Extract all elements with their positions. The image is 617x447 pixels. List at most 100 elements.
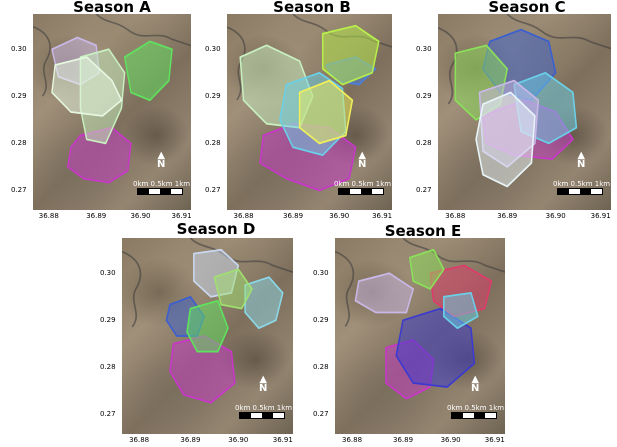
north-label: N <box>259 383 268 394</box>
y-tick-label: 0.28 <box>100 363 116 372</box>
x-tick-label: 36.88 <box>233 212 254 220</box>
x-tick-label: 36.90 <box>440 436 461 444</box>
x-tick-label: 36.91 <box>590 212 611 220</box>
north-label: N <box>471 383 480 394</box>
y-tick-label: 0.30 <box>11 45 27 54</box>
home-range-polygon <box>321 24 380 86</box>
panel-title: Season E <box>384 222 462 240</box>
y-tick-label: 0.27 <box>11 186 27 195</box>
north-arrow-icon: ▲ <box>471 374 480 385</box>
home-range-polygon <box>51 56 123 117</box>
north-arrow-icon: ▲ <box>577 150 586 161</box>
panel-title: Season A <box>73 0 151 16</box>
x-tick-label: 36.90 <box>545 212 566 220</box>
home-range-polygon <box>123 40 173 102</box>
north-arrow-icon: ▲ <box>358 150 367 161</box>
river-path <box>33 14 191 97</box>
scale-bar-label: 0km 0.5km 1km <box>334 180 392 188</box>
x-tick-label: 36.91 <box>372 212 393 220</box>
x-tick-label: 36.88 <box>38 212 59 220</box>
north-label: N <box>358 159 367 170</box>
scale-bar-graphic <box>137 188 183 195</box>
y-tick-label: 0.30 <box>416 45 432 54</box>
north-arrow: ▲ N <box>577 150 586 170</box>
home-range-polygon <box>409 248 445 290</box>
y-tick-label: 0.30 <box>100 269 116 278</box>
north-arrow: ▲ N <box>358 150 367 170</box>
x-tick-label: 36.88 <box>342 436 363 444</box>
y-tick-label: 0.28 <box>11 139 27 148</box>
scale-bar: 0km 0.5km 1km <box>133 180 190 195</box>
north-arrow: ▲ N <box>259 374 268 394</box>
panel-title: Season B <box>273 0 351 16</box>
x-tick-label: 36.91 <box>171 212 192 220</box>
scale-bar: 0km 0.5km 1km <box>334 180 391 195</box>
y-tick-label: 0.28 <box>313 363 329 372</box>
satellite-map: ▲ N 0km 0.5km 1km <box>438 14 611 210</box>
y-tick-label: 0.29 <box>11 92 27 101</box>
home-range-polygon <box>298 79 354 145</box>
y-tick-label: 0.30 <box>313 269 329 278</box>
home-range-polygon <box>443 291 479 330</box>
y-tick-label: 0.29 <box>205 92 221 101</box>
satellite-map: ▲ N 0km 0.5km 1km <box>33 14 191 210</box>
x-tick-label: 36.89 <box>283 212 304 220</box>
scale-bar-graphic <box>338 188 384 195</box>
scale-bar-label: 0km 0.5km 1km <box>235 404 293 412</box>
x-tick-label: 36.88 <box>129 436 150 444</box>
y-tick-label: 0.29 <box>100 316 116 325</box>
y-tick-label: 0.27 <box>100 410 116 419</box>
satellite-map: ▲ N 0km 0.5km 1km <box>335 238 505 434</box>
y-tick-label: 0.27 <box>313 410 329 419</box>
home-range-layer <box>51 36 173 184</box>
x-tick-label: 36.89 <box>86 212 107 220</box>
north-arrow-icon: ▲ <box>259 374 268 385</box>
north-arrow: ▲ N <box>157 150 166 170</box>
scale-bar: 0km 0.5km 1km <box>553 180 610 195</box>
home-range-polygon <box>475 91 536 188</box>
scale-bar: 0km 0.5km 1km <box>235 404 292 419</box>
y-tick-label: 0.30 <box>205 45 221 54</box>
y-tick-label: 0.29 <box>416 92 432 101</box>
north-label: N <box>157 159 166 170</box>
home-range-layer <box>239 24 380 192</box>
x-tick-label: 36.89 <box>180 436 201 444</box>
panel-title: Season C <box>488 0 566 16</box>
home-range-layer <box>165 248 284 404</box>
panel-title: Season D <box>176 220 256 238</box>
home-range-polygon <box>244 276 284 330</box>
y-tick-label: 0.28 <box>416 139 432 148</box>
river-lines <box>438 14 611 105</box>
x-tick-label: 36.91 <box>484 436 505 444</box>
scale-bar-graphic <box>451 412 497 419</box>
north-arrow-icon: ▲ <box>157 150 166 161</box>
home-range-polygon <box>213 268 253 310</box>
scale-bar-label: 0km 0.5km 1km <box>447 404 505 412</box>
scale-bar-graphic <box>239 412 285 419</box>
x-tick-label: 36.90 <box>228 436 249 444</box>
y-tick-label: 0.29 <box>313 316 329 325</box>
scale-bar-label: 0km 0.5km 1km <box>553 180 611 188</box>
satellite-map: ▲ N 0km 0.5km 1km <box>227 14 392 210</box>
scale-bar-label: 0km 0.5km 1km <box>133 180 191 188</box>
y-tick-label: 0.27 <box>205 186 221 195</box>
river-path <box>438 14 611 105</box>
y-tick-label: 0.27 <box>416 186 432 195</box>
north-arrow: ▲ N <box>471 374 480 394</box>
home-range-polygon <box>67 126 132 184</box>
scale-bar: 0km 0.5km 1km <box>447 404 504 419</box>
y-tick-label: 0.28 <box>205 139 221 148</box>
x-tick-label: 36.91 <box>272 436 293 444</box>
home-range-layer <box>354 248 493 400</box>
x-tick-label: 36.88 <box>445 212 466 220</box>
x-tick-label: 36.90 <box>329 212 350 220</box>
x-tick-label: 36.89 <box>393 436 414 444</box>
scale-bar-graphic <box>557 188 603 195</box>
home-range-polygon <box>186 299 229 353</box>
x-tick-label: 36.90 <box>130 212 151 220</box>
north-label: N <box>577 159 586 170</box>
satellite-map: ▲ N 0km 0.5km 1km <box>122 238 293 434</box>
x-tick-label: 36.89 <box>497 212 518 220</box>
home-range-layer <box>454 28 578 188</box>
home-range-polygon <box>354 272 414 314</box>
